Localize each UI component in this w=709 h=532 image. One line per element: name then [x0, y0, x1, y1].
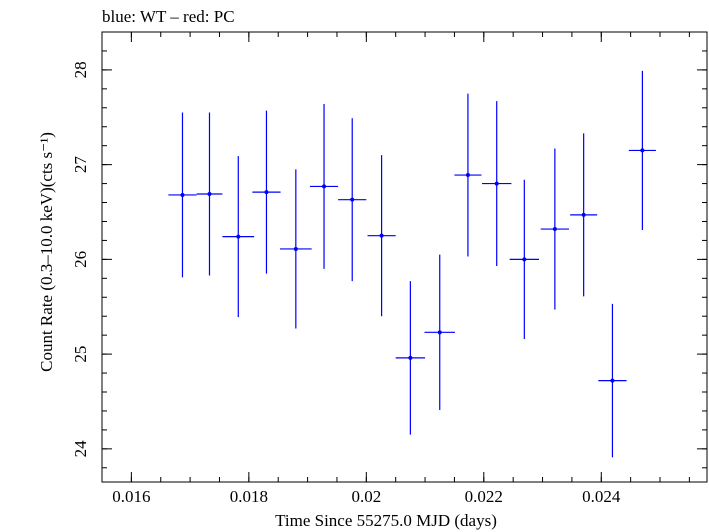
point-marker [610, 378, 615, 383]
data-point [367, 155, 396, 317]
point-marker [264, 190, 269, 195]
x-tick-labels: 0.016 0.018 0.02 0.022 0.024 [112, 487, 621, 506]
y-tick-label: 27 [71, 156, 90, 174]
point-marker [180, 192, 185, 197]
point-marker [552, 227, 557, 232]
point-marker [581, 212, 586, 217]
point-marker [236, 234, 241, 239]
y-tick-label: 26 [71, 251, 90, 268]
data-point [196, 112, 223, 276]
x-tick-label: 0.02 [351, 487, 381, 506]
data-point [540, 148, 569, 310]
x-tick-label: 0.018 [230, 487, 268, 506]
point-marker [494, 181, 499, 186]
point-marker [640, 148, 645, 153]
x-axis-label: Time Since 55275.0 MJD (days) [275, 511, 497, 530]
axis-ticks [101, 31, 707, 482]
data-point [454, 93, 482, 257]
point-marker [322, 184, 327, 189]
plot-frame [101, 31, 708, 483]
point-marker [293, 246, 298, 251]
x-tick-label: 0.016 [112, 487, 150, 506]
data-point [222, 156, 255, 318]
point-marker [350, 197, 355, 202]
data-point [598, 303, 627, 458]
data-points [168, 70, 656, 458]
point-marker [465, 173, 470, 178]
data-point [509, 179, 540, 339]
data-point [424, 254, 456, 410]
data-point [628, 70, 656, 230]
y-tick-labels: 24 25 26 27 28 [71, 61, 90, 457]
x-tick-label: 0.024 [582, 487, 621, 506]
y-tick-label: 24 [71, 440, 90, 458]
point-marker [379, 233, 384, 238]
y-tick-label: 28 [71, 61, 90, 78]
y-tick-label: 25 [71, 346, 90, 363]
point-marker [408, 355, 413, 360]
point-marker [207, 192, 212, 196]
data-point [309, 104, 339, 269]
data-point [279, 169, 312, 329]
point-marker [437, 330, 442, 335]
data-point [252, 110, 281, 274]
data-point [168, 112, 197, 278]
y-axis-label: Count Rate (0.3–10.0 keV)(cts s⁻¹) [37, 132, 56, 372]
chart-header-note: blue: WT – red: PC [102, 7, 235, 26]
data-point [395, 281, 426, 435]
data-point [570, 133, 598, 297]
data-point [482, 101, 512, 266]
data-point [338, 118, 367, 282]
point-marker [522, 257, 527, 262]
x-tick-label: 0.022 [465, 487, 503, 506]
